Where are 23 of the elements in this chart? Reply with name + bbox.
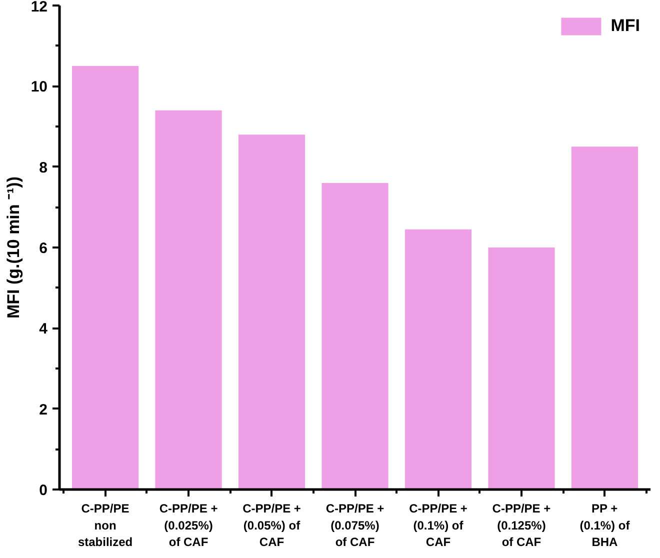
- y-tick-label: 2: [39, 401, 48, 418]
- x-tick-label: C-PP/PE + (0.125%) of CAF: [492, 502, 551, 550]
- bar: [404, 229, 472, 490]
- y-tick-label: 8: [39, 159, 48, 176]
- y-tick-label: 4: [39, 320, 48, 338]
- bar: [238, 134, 306, 490]
- bar: [488, 248, 555, 490]
- x-tick-label: C-PP/PE non stabilized: [78, 502, 133, 550]
- y-tick-label: 10: [30, 78, 48, 96]
- bar: [322, 182, 388, 490]
- bar: [72, 66, 139, 490]
- y-axis-title: MFI (g.(10 min ⁻¹)): [4, 176, 23, 318]
- bar: [571, 146, 638, 490]
- x-tick-label: C-PP/PE + (0.1%) of CAF: [409, 502, 468, 550]
- x-tick-label: C-PP/PE + (0.025%) of CAF: [159, 502, 218, 550]
- x-tick-label: C-PP/PE + (0.05%) of CAF: [242, 502, 302, 550]
- x-tick-label: PP + (0.1%) of BHA: [580, 502, 631, 550]
- y-tick-label: 0: [39, 482, 48, 499]
- y-tick-label: 6: [39, 240, 48, 257]
- x-tick-label: C-PP/PE + (0.075%) of CAF: [326, 502, 384, 550]
- y-tick-label: 12: [30, 0, 48, 16]
- bar: [155, 110, 222, 490]
- legend-label: MFI: [610, 16, 640, 36]
